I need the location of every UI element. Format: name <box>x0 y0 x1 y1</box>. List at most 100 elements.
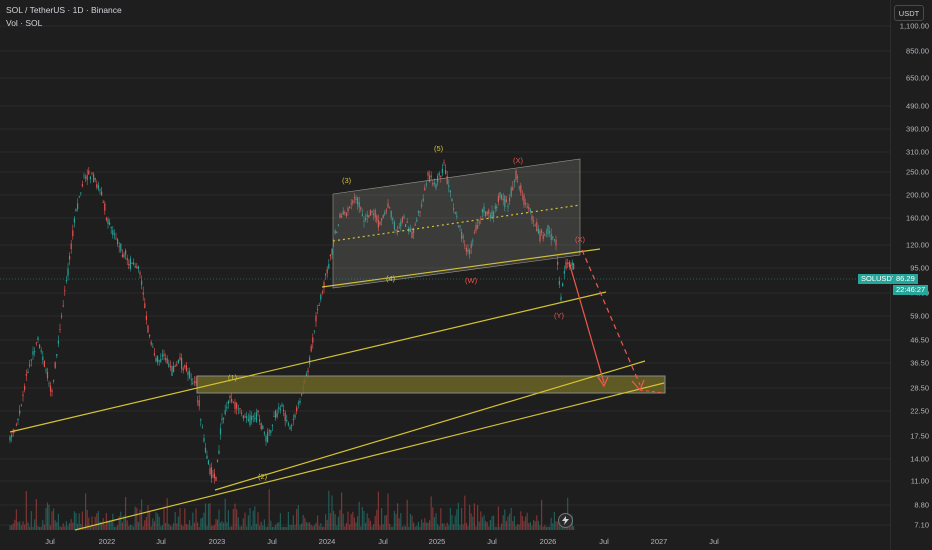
time-tick-label: Jul <box>156 537 166 546</box>
candle-body <box>453 208 455 210</box>
candle-body <box>139 272 141 275</box>
volume-bar <box>101 522 103 530</box>
candle-body <box>347 208 349 212</box>
symbol-title[interactable]: SOL / TetherUS · 1D · Binance <box>6 5 122 15</box>
volume-bar <box>422 522 424 530</box>
candle-body <box>345 212 347 217</box>
trendline-lower-2[interactable] <box>74 382 665 531</box>
volume-bar <box>377 491 379 530</box>
candle-body <box>39 344 41 348</box>
trendline-lower-1[interactable] <box>214 360 646 491</box>
channel-midline[interactable] <box>332 204 581 242</box>
volume-bar <box>181 524 183 530</box>
volume-bar <box>267 526 269 530</box>
chart-area[interactable]: (1) (2) (3) (4) (5) (X) (W) (Y) (X) SOL … <box>0 0 890 550</box>
volume-bar <box>207 503 210 530</box>
candle-body <box>381 218 383 221</box>
volume-bar <box>89 526 91 530</box>
volume-bar <box>453 524 455 530</box>
candle-body <box>64 290 66 292</box>
candle-body <box>357 197 359 205</box>
projection-arrow-dashed[interactable] <box>581 249 641 386</box>
volume-bar <box>358 501 360 530</box>
candle-body <box>136 266 138 269</box>
candle-body <box>400 221 402 227</box>
trendline-upper[interactable] <box>321 248 601 288</box>
volume-bar <box>283 526 285 530</box>
volume-bar <box>201 517 203 530</box>
volume-bar <box>237 517 239 530</box>
candle-body <box>382 215 384 219</box>
candle-body <box>77 203 79 209</box>
candle-body <box>517 176 519 178</box>
candle-body <box>232 401 234 403</box>
volume-bar <box>509 513 511 530</box>
volume-bar <box>88 517 90 530</box>
volume-bar <box>481 517 483 530</box>
price-chart[interactable]: (1) (2) (3) (4) (5) (X) (W) (Y) (X) <box>0 0 890 550</box>
volume-bar <box>406 499 408 530</box>
volume-bar <box>15 509 17 530</box>
candle-body <box>30 359 32 361</box>
volume-bar <box>120 511 122 530</box>
projection-arrow-solid[interactable] <box>568 261 605 384</box>
volume-bar <box>305 521 307 530</box>
lightning-icon[interactable] <box>558 513 573 528</box>
volume-bar <box>368 518 370 530</box>
candle-body <box>325 273 327 276</box>
candle-body <box>176 364 178 366</box>
candle-body <box>545 231 547 233</box>
candle-body <box>94 178 96 180</box>
volume-bar <box>456 509 458 530</box>
candle-body <box>25 374 27 376</box>
candle-body <box>296 407 298 412</box>
candle-body <box>168 363 170 367</box>
volume-bar <box>405 526 407 530</box>
candle-body <box>174 365 176 367</box>
candle-body <box>32 351 34 355</box>
candle-body <box>65 280 67 282</box>
price-tick-label: 11.00 <box>910 476 929 486</box>
candle-body <box>318 305 320 307</box>
volume-bar <box>48 504 50 530</box>
volume-bar <box>61 526 63 530</box>
candle-body <box>371 210 373 213</box>
volume-bar <box>137 521 139 530</box>
volume-bar <box>304 517 306 530</box>
volume-bar <box>379 525 381 530</box>
volume-bar <box>70 519 72 530</box>
volume-legend[interactable]: Vol · SOL <box>6 18 43 28</box>
volume-bar <box>477 505 479 530</box>
wave-label-x-right: (X) <box>575 235 586 244</box>
volume-bar <box>550 517 552 530</box>
candle-body <box>488 209 490 215</box>
price-tick-label: 390.00 <box>906 124 929 134</box>
trendline-middle[interactable] <box>9 291 607 433</box>
volume-bar <box>67 525 69 530</box>
candle-body <box>257 410 259 413</box>
volume-bar <box>286 526 288 530</box>
support-zone[interactable] <box>196 375 666 394</box>
volume-bar <box>83 526 85 530</box>
volume-bar <box>301 523 303 530</box>
candle-body <box>539 230 541 242</box>
volume-bar <box>246 526 248 530</box>
volume-bar <box>35 498 37 530</box>
candle-body <box>547 225 549 235</box>
volume-bar <box>198 526 200 530</box>
candle-body <box>529 208 531 212</box>
candle-body <box>339 213 341 218</box>
candle-body <box>152 346 154 348</box>
volume-bar <box>56 522 58 530</box>
time-tick-label: Jul <box>45 537 55 546</box>
volume-bar <box>520 511 522 530</box>
top-channel-box[interactable] <box>332 158 581 289</box>
time-tick-label: Jul <box>599 537 609 546</box>
volume-bar <box>408 526 410 530</box>
volume-bar <box>445 526 447 530</box>
volume-bar <box>239 526 241 530</box>
volume-bar <box>279 513 281 530</box>
candle-body <box>104 203 106 211</box>
candle-body <box>491 211 493 217</box>
currency-button[interactable]: USDT <box>894 5 924 21</box>
